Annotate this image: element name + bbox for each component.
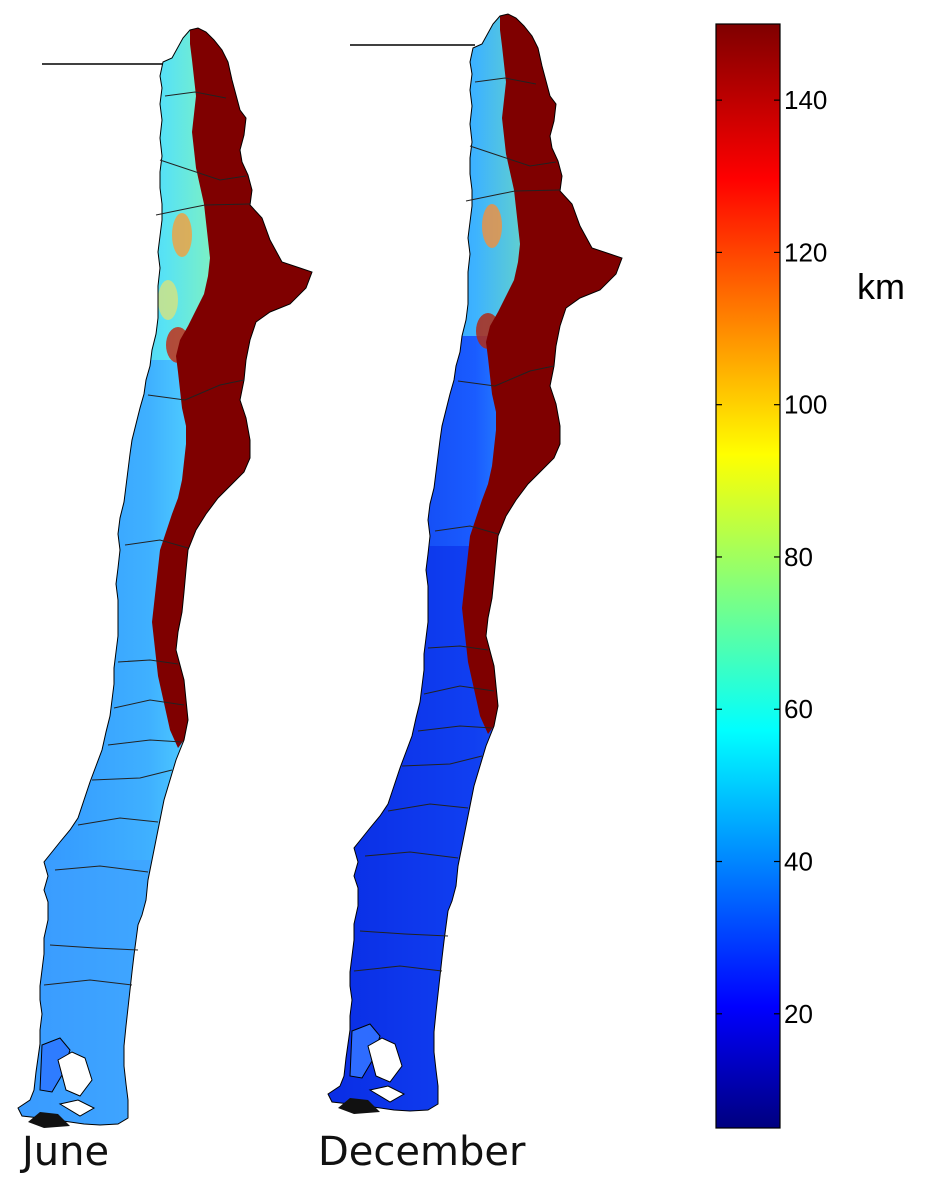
region-borders [43, 91, 251, 986]
colorbar-tick-label: 140 [784, 85, 827, 115]
caption-june: June [22, 1129, 110, 1175]
map-panel-june [17, 27, 313, 1128]
southern-islands [338, 1023, 406, 1114]
caption-december: December [318, 1129, 526, 1175]
region-borders [353, 77, 561, 972]
map-panel-december [327, 13, 623, 1114]
southern-islands [28, 1037, 96, 1128]
colorbar-tick-label: 120 [784, 237, 827, 267]
colorbar-unit-label: km [857, 266, 905, 307]
colorbar-tick-label: 100 [784, 390, 827, 420]
colorbar: 20 40 60 80 100 120 140 [715, 23, 827, 1129]
colorbar-ticks: 20 40 60 80 100 120 140 [716, 85, 827, 1029]
colorbar-tick-label: 60 [784, 694, 813, 724]
colorbar-tick-label: 40 [784, 847, 813, 877]
colorbar-tick-label: 20 [784, 999, 813, 1029]
colorbar-tick-label: 80 [784, 542, 813, 572]
colorbar-gradient [715, 23, 781, 1129]
